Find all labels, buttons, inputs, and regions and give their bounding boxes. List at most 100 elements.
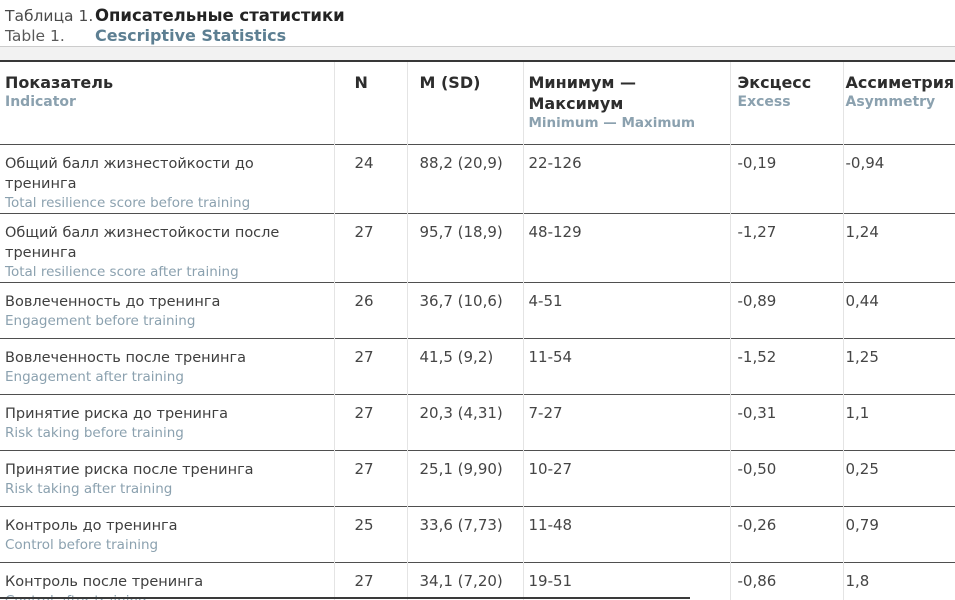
cell-excess: -0,50 xyxy=(729,450,843,506)
header-n: N xyxy=(333,61,407,144)
table-title-ru: Описательные статистики xyxy=(95,6,345,25)
indicator-ru: Вовлеченность после тренинга xyxy=(5,349,247,366)
cell-msd: 20,3 (4,31) xyxy=(406,394,523,450)
cell-indicator: Общий балл жизнестойкости до тренинга To… xyxy=(0,144,334,213)
descriptive-statistics-table: Показатель Indicator N M (SD) Минимум — … xyxy=(0,60,955,600)
cell-msd: 25,1 (9,90) xyxy=(406,450,523,506)
cell-asymmetry: 1,8 xyxy=(842,562,955,600)
cell-n: 27 xyxy=(333,213,407,282)
cell-msd: 41,5 (9,2) xyxy=(406,338,523,394)
caption-line-ru: Таблица 1. Описательные статистики xyxy=(5,6,955,26)
cell-excess: -1,27 xyxy=(729,213,843,282)
cell-n: 27 xyxy=(333,338,407,394)
header-excess: Эксцесс Excess xyxy=(729,61,843,144)
cell-minmax: 10-27 xyxy=(522,450,730,506)
cell-excess: -1,52 xyxy=(729,338,843,394)
indicator-ru: Общий балл жизнестойкости после тренинга xyxy=(5,224,280,261)
cell-minmax: 4-51 xyxy=(522,282,730,338)
header-excess-en: Excess xyxy=(737,94,791,110)
cell-excess: -0,26 xyxy=(729,506,843,562)
header-row: Показатель Indicator N M (SD) Минимум — … xyxy=(0,61,955,144)
table-number-en: Table 1. xyxy=(5,27,65,45)
cell-minmax: 11-48 xyxy=(522,506,730,562)
table-row: Общий балл жизнестойкости до тренинга To… xyxy=(0,144,955,213)
cell-n: 27 xyxy=(333,450,407,506)
header-msd-label: M (SD) xyxy=(419,73,481,92)
cell-indicator: Контроль до тренинга Control before trai… xyxy=(0,506,334,562)
cell-asymmetry: 1,1 xyxy=(842,394,955,450)
table-row: Принятие риска до тренинга Risk taking b… xyxy=(0,394,955,450)
header-excess-ru: Эксцесс xyxy=(737,73,812,92)
cell-msd: 34,1 (7,20) xyxy=(406,562,523,600)
cell-minmax: 22-126 xyxy=(522,144,730,213)
table-title-en: Cescriptive Statistics xyxy=(95,26,287,45)
indicator-en: Control before training xyxy=(5,536,159,553)
cell-minmax: 11-54 xyxy=(522,338,730,394)
cell-asymmetry: 0,44 xyxy=(842,282,955,338)
header-msd: M (SD) xyxy=(406,61,523,144)
table-row: Вовлеченность после тренинга Engagement … xyxy=(0,338,955,394)
caption-line-en: Table 1. Cescriptive Statistics xyxy=(5,26,955,46)
header-indicator-ru: Показатель xyxy=(5,73,114,92)
cell-indicator: Вовлеченность после тренинга Engagement … xyxy=(0,338,334,394)
indicator-ru: Контроль до тренинга xyxy=(5,517,178,534)
cell-msd: 33,6 (7,73) xyxy=(406,506,523,562)
indicator-en: Risk taking after training xyxy=(5,480,173,497)
cell-msd: 95,7 (18,9) xyxy=(406,213,523,282)
table-header: Показатель Indicator N M (SD) Минимум — … xyxy=(0,61,955,144)
header-minmax-en: Minimum — Maximum xyxy=(528,115,696,131)
header-minmax-ru: Минимум — Максимум xyxy=(528,73,637,113)
cell-asymmetry: 0,79 xyxy=(842,506,955,562)
cell-n: 24 xyxy=(333,144,407,213)
cell-minmax: 7-27 xyxy=(522,394,730,450)
indicator-en: Engagement after training xyxy=(5,368,184,385)
table-number-ru: Таблица 1. xyxy=(5,7,94,25)
cell-indicator: Вовлеченность до тренинга Engagement bef… xyxy=(0,282,334,338)
indicator-en: Engagement before training xyxy=(5,312,196,329)
header-indicator-en: Indicator xyxy=(5,94,76,110)
table-caption: Таблица 1. Описательные статистики Table … xyxy=(0,0,955,46)
cell-excess: -0,89 xyxy=(729,282,843,338)
indicator-en: Total resilience score before training xyxy=(5,194,251,211)
cell-indicator: Контроль после тренинга Control after tr… xyxy=(0,562,334,600)
indicator-en: Total resilience score after training xyxy=(5,263,239,280)
cell-msd: 88,2 (20,9) xyxy=(406,144,523,213)
cell-minmax: 48-129 xyxy=(522,213,730,282)
header-indicator: Показатель Indicator xyxy=(0,61,334,144)
cell-n: 26 xyxy=(333,282,407,338)
bottom-edge-rule xyxy=(0,597,690,599)
indicator-ru: Вовлеченность до тренинга xyxy=(5,293,221,310)
indicator-ru: Контроль после тренинга xyxy=(5,573,204,590)
cell-excess: -0,19 xyxy=(729,144,843,213)
table-row: Принятие риска после тренинга Risk takin… xyxy=(0,450,955,506)
cell-asymmetry: -0,94 xyxy=(842,144,955,213)
cell-indicator: Общий балл жизнестойкости после тренинга… xyxy=(0,213,334,282)
table-row: Вовлеченность до тренинга Engagement bef… xyxy=(0,282,955,338)
table-body: Общий балл жизнестойкости до тренинга To… xyxy=(0,144,955,600)
indicator-en: Control after training xyxy=(5,592,330,600)
indicator-ru: Общий балл жизнестойкости до тренинга xyxy=(5,155,254,192)
cell-asymmetry: 0,25 xyxy=(842,450,955,506)
cell-n: 27 xyxy=(333,394,407,450)
table-row: Общий балл жизнестойкости после тренинга… xyxy=(0,213,955,282)
header-n-label: N xyxy=(354,73,368,92)
table-row: Контроль после тренинга Control after tr… xyxy=(0,562,955,600)
cell-minmax: 19-51 xyxy=(522,562,730,600)
cell-msd: 36,7 (10,6) xyxy=(406,282,523,338)
cell-indicator: Принятие риска после тренинга Risk takin… xyxy=(0,450,334,506)
header-minmax: Минимум — Максимум Minimum — Maximum xyxy=(522,61,730,144)
header-asymmetry-en: Asymmetry xyxy=(845,94,936,110)
header-asymmetry: Ассиметрия Asymmetry xyxy=(842,61,955,144)
cell-n: 25 xyxy=(333,506,407,562)
indicator-ru: Принятие риска после тренинга xyxy=(5,461,254,478)
cell-excess: -0,86 xyxy=(729,562,843,600)
cell-n: 27 xyxy=(333,562,407,600)
indicator-en: Risk taking before training xyxy=(5,424,184,441)
separator-band xyxy=(0,46,955,60)
cell-excess: -0,31 xyxy=(729,394,843,450)
header-asymmetry-ru: Ассиметрия xyxy=(845,73,955,92)
cell-asymmetry: 1,24 xyxy=(842,213,955,282)
indicator-ru: Принятие риска до тренинга xyxy=(5,405,228,422)
cell-asymmetry: 1,25 xyxy=(842,338,955,394)
